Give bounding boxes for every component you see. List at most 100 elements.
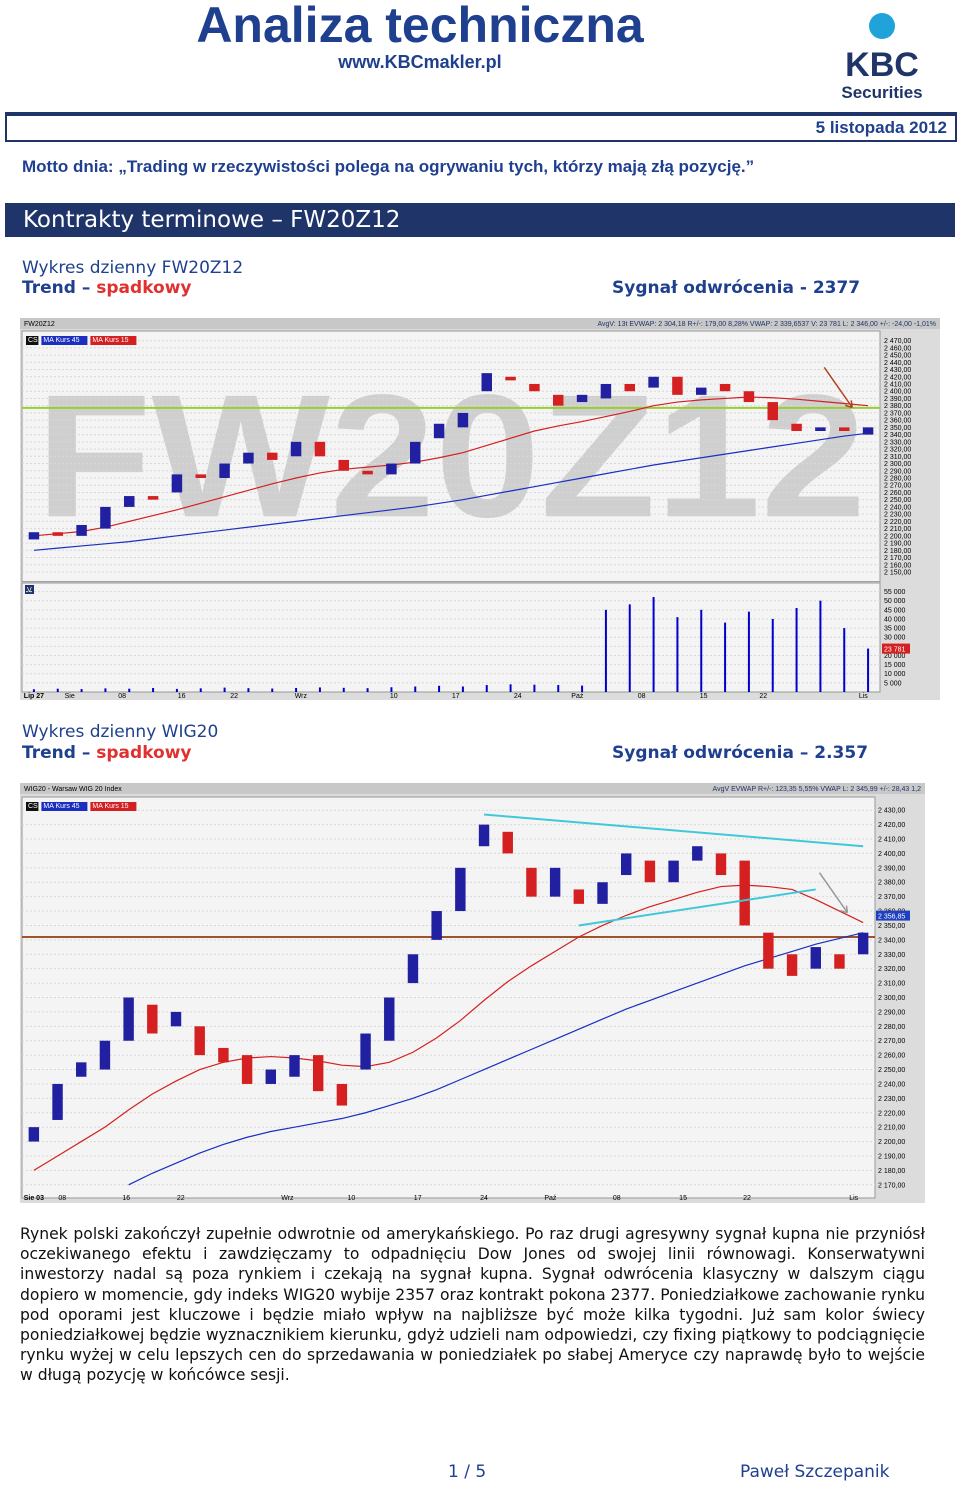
x-tick-label: 16: [178, 693, 186, 700]
x-tick-label: Sie 03: [24, 1195, 44, 1202]
legend-label: MA Kurs 45: [43, 337, 79, 344]
url[interactable]: www.KBCmakler.pl: [338, 52, 502, 72]
candle-body: [170, 1011, 182, 1027]
volume-bar: [676, 617, 679, 692]
x-tick-label: 10: [347, 1195, 355, 1202]
y-tick-label: 2 360,00: [884, 418, 911, 425]
chart: WIG20 - Warsaw WIG 20 Index AvgV EVWAP R+…: [20, 783, 925, 1203]
x-tick-label: 17: [414, 1195, 422, 1202]
x-tick-label: Lip 27: [24, 693, 44, 700]
last-price-label: 2 356,85: [878, 914, 905, 921]
legend-label: MA Kurs 15: [92, 337, 128, 344]
candle-body: [362, 470, 373, 475]
candle-body: [672, 376, 683, 395]
x-tick-label: 16: [122, 1195, 130, 1202]
candle-body: [195, 474, 206, 478]
x-tick-label: 24: [480, 1195, 488, 1202]
volume-bar: [795, 608, 798, 692]
volume-bar: [581, 685, 584, 692]
candle-body: [336, 1083, 348, 1106]
trend-label: Trend –: [22, 278, 91, 298]
volume-bar: [700, 609, 703, 692]
x-tick-label: Paź: [544, 1195, 557, 1202]
candle-body: [715, 853, 727, 876]
y-tick-label: 45 000: [884, 607, 906, 614]
y-tick-label: 2 350,00: [884, 425, 911, 432]
candle-body: [99, 1040, 111, 1070]
x-tick-label: 08: [638, 693, 646, 700]
candle-body: [338, 459, 349, 471]
y-tick-label: 2 280,00: [884, 475, 911, 482]
y-tick-label: 2 290,00: [878, 1009, 905, 1016]
candle-body: [597, 882, 608, 904]
candle-body: [767, 402, 778, 421]
y-tick-label: 2 430,00: [878, 808, 905, 815]
y-tick-label: 2 230,00: [884, 512, 911, 519]
volume-bar: [390, 687, 393, 692]
y-tick-label: 2 210,00: [884, 526, 911, 533]
y-tick-label: 2 370,00: [884, 410, 911, 417]
trendline: [483, 813, 864, 848]
x-tick-label: 17: [452, 693, 460, 700]
chart-symbol: FW20Z12: [24, 321, 55, 328]
volume-bar: [295, 687, 298, 692]
y-tick-label: 30 000: [884, 635, 906, 642]
page-number: 1 / 5: [448, 1462, 487, 1482]
y-tick-label: 2 320,00: [878, 966, 905, 973]
x-tick-label: 22: [177, 1195, 185, 1202]
motto: Motto dnia: „Trading w rzeczywistości po…: [22, 157, 754, 177]
volume-bar: [414, 686, 417, 692]
candle-body: [267, 452, 278, 460]
logo-text: KBC: [845, 46, 919, 84]
candle-body: [123, 997, 134, 1041]
y-tick-label: 2 320,00: [884, 447, 911, 454]
candle-body: [600, 383, 612, 399]
candle-body: [124, 496, 135, 507]
y-tick-label: 2 220,00: [878, 1110, 905, 1117]
legend-label: MA Kurs 45: [43, 803, 79, 810]
legend-label: MA Kurs 15: [92, 803, 128, 810]
candle-body: [147, 496, 159, 500]
candle-body: [696, 387, 707, 395]
candle-body: [194, 1026, 205, 1056]
motto-label: Motto dnia:: [22, 157, 114, 176]
y-tick-label: 20 000: [884, 653, 906, 660]
y-tick-label: 2 300,00: [884, 461, 911, 468]
y-tick-label: 2 160,00: [884, 562, 911, 569]
legend-box: [41, 802, 88, 811]
x-tick-label: 08: [613, 1195, 621, 1202]
candle-body: [407, 954, 419, 984]
chart-info: AvgV: 13t EVWAP: 2 304,18 R+/-: 179,00 8…: [597, 321, 936, 328]
y-tick-label: 2 340,00: [884, 432, 911, 439]
volume-bar: [199, 688, 202, 692]
candle-body: [763, 932, 774, 969]
volume-bar: [247, 688, 250, 692]
volume-bar: [104, 688, 107, 692]
caption-signal: Sygnał odwrócenia – 2.357: [612, 743, 869, 763]
x-tick-label: 22: [743, 1195, 751, 1202]
candle-body: [433, 423, 445, 439]
candle-body: [100, 506, 111, 529]
author: Paweł Szczepanik: [740, 1462, 890, 1482]
section-title: Kontrakty terminowe – FW20Z12: [5, 203, 955, 237]
y-tick-label: 2 380,00: [884, 403, 911, 410]
x-tick-label: 15: [679, 1195, 687, 1202]
y-tick-label: 2 240,00: [878, 1081, 905, 1088]
y-tick-label: 2 220,00: [884, 519, 911, 526]
volume-bar: [318, 687, 321, 692]
y-tick-label: 2 190,00: [878, 1153, 905, 1160]
candle-body: [815, 427, 826, 431]
y-tick-label: 2 290,00: [884, 468, 911, 475]
candle-body: [481, 373, 492, 392]
y-tick-label: 2 150,00: [884, 569, 911, 576]
candle-body: [243, 452, 254, 464]
trendline: [578, 888, 816, 927]
candle-body: [549, 867, 561, 897]
x-tick-label: Lis: [849, 1195, 858, 1202]
volume-bar: [509, 684, 512, 692]
caption-trend: Trend – spadkowy: [22, 743, 192, 763]
candle-body: [290, 441, 302, 457]
moving-average: [33, 432, 869, 551]
candle-body: [52, 1083, 63, 1120]
x-tick-label: 22: [759, 693, 767, 700]
